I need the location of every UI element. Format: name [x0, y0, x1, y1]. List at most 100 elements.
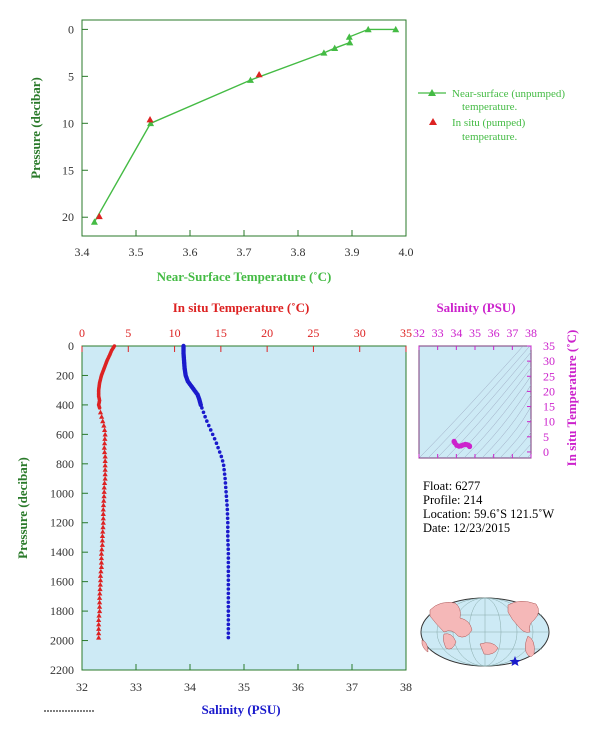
profile-pressure-tick-label: 1000 [50, 486, 74, 500]
profile-temperature-tick-label: 20 [261, 326, 273, 340]
near-surface-x-tick-label: 3.6 [183, 245, 198, 259]
salinity-point [226, 538, 230, 543]
profile-pressure-tick-label: 800 [56, 457, 74, 471]
temperature-point [96, 617, 102, 623]
float-info: Float: 6277 Profile: 214 Location: 59.6˚… [423, 479, 554, 535]
salinity-point [216, 445, 220, 450]
salinity-point [226, 635, 231, 640]
near-surface-x-axis-label: Near-Surface Temperature (˚C) [157, 269, 332, 284]
salinity-point [226, 551, 231, 556]
profile-pressure-tick-label: 400 [56, 398, 74, 412]
salinity-point [206, 423, 211, 428]
profile-pressure-tick-label: 2200 [50, 663, 74, 677]
near-surface-point [346, 39, 354, 46]
density-contour [481, 394, 531, 458]
ts-x-tick-label: 32 [413, 326, 425, 340]
salinity-point [226, 543, 230, 547]
temperature-point [100, 511, 106, 516]
profile-marks [96, 343, 231, 640]
salinity-point [217, 450, 222, 454]
salinity-point [226, 631, 231, 635]
profile-chart: 0 5 10 15 20 25 30 35 32 33 34 35 36 37 38 0 200 400 600… [15, 300, 412, 717]
near-surface-y-tick-label: 15 [62, 163, 74, 177]
density-contour [508, 431, 531, 458]
salinity-point [223, 485, 228, 490]
ts-point [466, 443, 473, 450]
profile-temperature-tick-label: 15 [215, 326, 227, 340]
temperature-point [96, 608, 103, 614]
salinity-point [223, 476, 227, 481]
salinity-point [226, 573, 231, 578]
salinity-point [226, 604, 231, 609]
temperature-point [96, 626, 102, 631]
profile-salinity-tick-label: 35 [238, 680, 250, 694]
legend-near-surface-line1: Near-surface (unpumped) [452, 88, 565, 100]
temperature-point [102, 467, 108, 472]
near-surface-y-tick-label: 10 [62, 116, 74, 130]
temperature-point [97, 573, 104, 578]
salinity-point [226, 578, 231, 582]
temperature-point [102, 471, 108, 477]
temperature-point [98, 551, 105, 556]
near-surface-legend: Near-surface (unpumped) temperature. In … [418, 88, 565, 143]
legend-in-situ-line2: temperature. [462, 131, 518, 143]
temperature-point [96, 599, 103, 605]
salinity-point [221, 463, 226, 468]
temperature-point [97, 581, 103, 587]
temperature-point [97, 590, 103, 596]
temperature-point [100, 520, 106, 525]
legend-triangle-near-surface [428, 89, 436, 96]
salinity-point [225, 507, 230, 512]
temperature-point [97, 409, 104, 415]
ts-x-tick-label: 34 [450, 326, 462, 340]
profile-temperature-tick-label: 35 [400, 326, 412, 340]
near-surface-y-ticks: 0 5 10 15 20 [62, 22, 88, 224]
salinity-point [208, 428, 213, 432]
profile-temperature-tick-label: 25 [307, 326, 319, 340]
salinity-point [224, 494, 229, 499]
ts-y-tick-label: 30 [543, 354, 555, 368]
near-surface-x-tick-label: 3.9 [345, 245, 360, 259]
salinity-point [223, 481, 228, 485]
salinity-point [224, 490, 228, 494]
in-situ-point [95, 212, 103, 220]
salinity-point [224, 498, 229, 503]
ts-y-tick-label: 15 [543, 400, 555, 414]
temperature-point [101, 480, 108, 486]
in-situ-point [255, 70, 263, 78]
temperature-point [102, 458, 108, 463]
location-map [420, 597, 550, 667]
ts-x-tick-label: 38 [525, 326, 537, 340]
profile-salinity-ticks: 32 33 34 35 36 37 38 [76, 664, 412, 694]
temperature-point [100, 524, 106, 530]
temperature-point [100, 528, 106, 534]
salinity-point [226, 525, 230, 529]
temperature-point [102, 475, 108, 481]
density-contour [454, 367, 531, 458]
temperature-point [96, 630, 102, 636]
temperature-point [100, 515, 106, 521]
near-surface-point [90, 218, 98, 225]
float-location: Location: 59.6˚S 121.5˚W [423, 507, 554, 521]
near-surface-y-tick-label: 5 [68, 69, 74, 83]
salinity-point [226, 529, 230, 534]
temperature-point [99, 533, 106, 539]
salinity-point [205, 419, 209, 423]
temperature-point [98, 564, 105, 569]
salinity-point [226, 609, 231, 613]
near-surface-y-axis-label: Pressure (decibar) [28, 77, 43, 179]
ts-y-tick-label: 20 [543, 384, 555, 398]
temperature-point [98, 555, 105, 561]
temperature-point [99, 542, 105, 547]
ts-x-tick-label: 37 [506, 326, 518, 340]
temperature-point [102, 436, 108, 441]
profile-salinity-tick-label: 37 [346, 680, 358, 694]
ts-density-contours [419, 346, 531, 458]
ts-x-tick-label: 33 [432, 326, 444, 340]
salinity-point [201, 410, 206, 415]
temperature-point [96, 604, 103, 609]
density-contour [436, 351, 531, 458]
profile-plot-frame [81, 345, 407, 671]
